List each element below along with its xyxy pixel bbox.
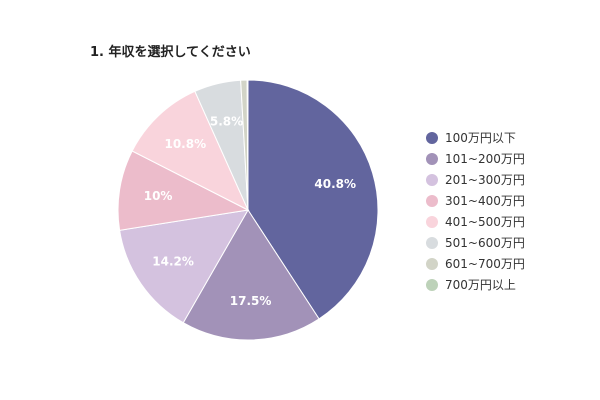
pie-slice-8[interactable] xyxy=(246,79,249,211)
legend-item-8[interactable]: 700万円以上 xyxy=(426,274,525,295)
legend-label: 601~700万円 xyxy=(445,257,525,271)
legend-swatch xyxy=(426,152,438,165)
legend-item-1[interactable]: 100万円以下 xyxy=(426,127,525,148)
legend-swatch xyxy=(426,236,438,249)
chart-legend: 100万円以下 101~200万円 201~300万円 301~400万円 401~50… xyxy=(426,127,525,295)
legend-swatch xyxy=(426,257,438,270)
legend-swatch xyxy=(426,278,438,291)
legend-swatch xyxy=(426,215,438,228)
pie-slice-5[interactable] xyxy=(131,90,250,212)
legend-item-3[interactable]: 201~300万円 xyxy=(426,169,525,190)
legend-swatch xyxy=(426,131,438,144)
legend-label: 301~400万円 xyxy=(445,194,525,208)
pie-slice-3[interactable] xyxy=(119,209,249,324)
legend-item-7[interactable]: 601~700万円 xyxy=(426,253,525,274)
slice-data-label-5: 10.8% xyxy=(164,137,206,151)
slice-data-label-2: 17.5% xyxy=(230,294,272,308)
legend-swatch xyxy=(426,194,438,207)
legend-item-2[interactable]: 101~200万円 xyxy=(426,148,525,169)
legend-item-6[interactable]: 501~600万円 xyxy=(426,232,525,253)
slice-data-label-3: 14.2% xyxy=(152,255,194,269)
legend-label: 501~600万円 xyxy=(445,236,525,250)
slice-data-label-6: 5.8% xyxy=(210,115,243,129)
legend-swatch xyxy=(426,173,438,186)
legend-label: 700万円以上 xyxy=(445,278,516,292)
legend-label: 100万円以下 xyxy=(445,131,516,145)
chart-title: 1. 年収を選択してください xyxy=(90,45,251,60)
pie-slice-2[interactable] xyxy=(182,209,320,341)
pie-slice-4[interactable] xyxy=(117,150,250,231)
slice-data-label-4: 10% xyxy=(144,189,173,203)
legend-item-5[interactable]: 401~500万円 xyxy=(426,211,525,232)
legend-item-4[interactable]: 301~400万円 xyxy=(426,190,525,211)
legend-label: 101~200万円 xyxy=(445,152,525,166)
legend-label: 401~500万円 xyxy=(445,215,525,229)
slice-data-label-1: 40.8% xyxy=(314,177,356,191)
legend-label: 201~300万円 xyxy=(445,173,525,187)
